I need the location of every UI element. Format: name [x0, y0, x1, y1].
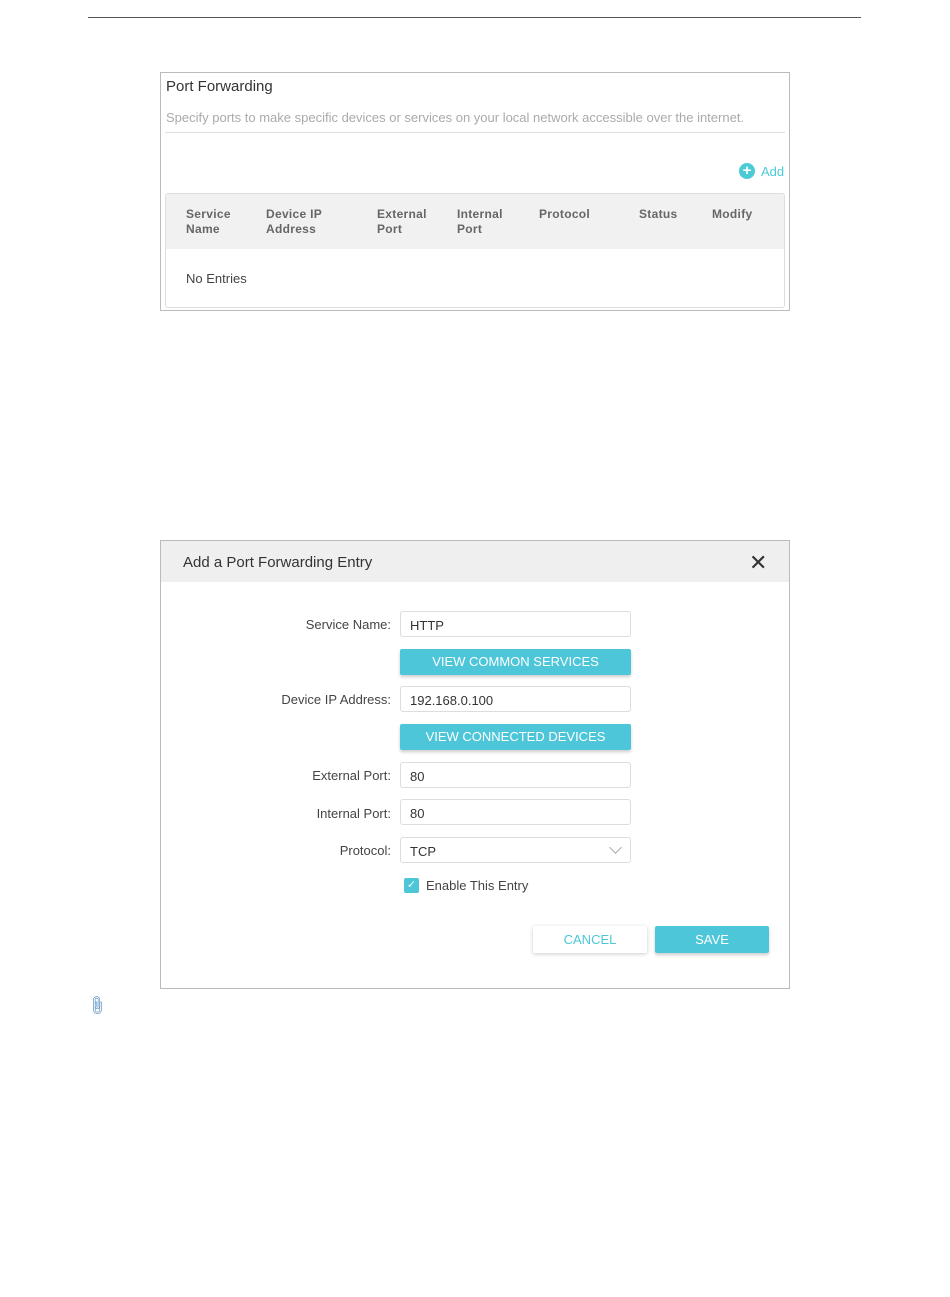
divider	[165, 132, 785, 133]
view-connected-devices-button[interactable]: VIEW CONNECTED DEVICES	[400, 724, 631, 750]
device-ip-input[interactable]: 192.168.0.100	[400, 686, 631, 712]
add-button[interactable]: + Add	[739, 163, 784, 179]
column-status: Status	[639, 207, 678, 221]
protocol-select[interactable]: TCP	[400, 837, 631, 863]
column-internal-port: Internal Port	[457, 207, 503, 236]
external-port-label: External Port:	[312, 768, 391, 783]
protocol-value: TCP	[410, 844, 436, 859]
add-entry-dialog: Add a Port Forwarding Entry ✕ Service Na…	[160, 540, 790, 989]
port-forwarding-table: Service Name Device IP Address External Por…	[165, 193, 785, 308]
view-common-services-button[interactable]: VIEW COMMON SERVICES	[400, 649, 631, 675]
panel-description: Specify ports to make specific devices o…	[166, 110, 745, 125]
internal-port-input[interactable]: 80	[400, 799, 631, 825]
service-name-label: Service Name:	[305, 617, 391, 632]
port-forwarding-panel: Port Forwarding Specify ports to make sp…	[160, 72, 790, 311]
enable-entry-checkbox[interactable]: ✓	[404, 878, 419, 893]
cancel-button[interactable]: CANCEL	[533, 926, 647, 953]
service-name-input[interactable]: HTTP	[400, 611, 631, 637]
internal-port-label: Internal Port:	[316, 806, 391, 821]
enable-entry-label[interactable]: Enable This Entry	[426, 878, 529, 893]
add-label: Add	[761, 163, 785, 179]
column-external-port: External Port	[377, 207, 427, 236]
table-header: Service Name Device IP Address External Por…	[166, 194, 784, 249]
chevron-down-icon	[609, 841, 622, 854]
protocol-label: Protocol:	[339, 843, 391, 858]
column-service-name: Service Name	[186, 207, 231, 236]
empty-message: No Entries	[186, 271, 247, 286]
column-protocol: Protocol	[539, 207, 591, 221]
panel-title: Port Forwarding	[166, 78, 273, 95]
dialog-header	[161, 541, 789, 582]
dialog-title: Add a Port Forwarding Entry	[183, 554, 373, 571]
plus-circle-icon: +	[739, 163, 755, 179]
paperclip-icon: 📎︎	[85, 993, 110, 1018]
device-ip-label: Device IP Address:	[281, 692, 391, 707]
column-device-ip: Device IP Address	[266, 207, 323, 236]
external-port-input[interactable]: 80	[400, 762, 631, 788]
close-icon[interactable]: ✕	[749, 550, 768, 575]
save-button[interactable]: SAVE	[655, 926, 769, 953]
column-modify: Modify	[712, 207, 753, 221]
page-header-rule	[88, 17, 861, 18]
